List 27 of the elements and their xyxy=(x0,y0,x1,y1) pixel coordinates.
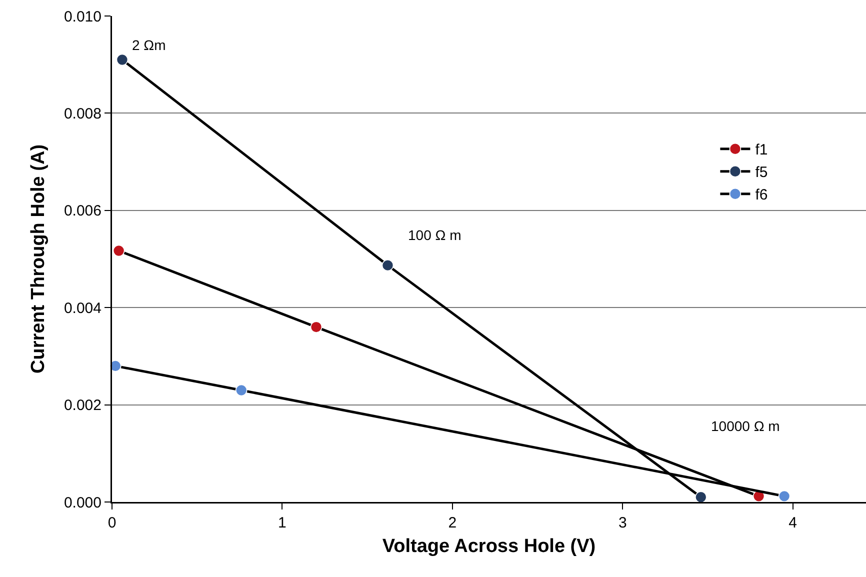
y-tick-label: 0.010 xyxy=(64,8,102,26)
y-tick-label: 0.004 xyxy=(64,300,102,317)
point xyxy=(310,321,322,333)
x-tick-label: 3 xyxy=(618,514,627,532)
x-tick-label: 0 xyxy=(108,514,116,532)
x-tick-label: 1 xyxy=(278,514,286,532)
annotation: 100 Ω m xyxy=(408,227,462,243)
point xyxy=(778,490,790,502)
legend-label: f6 xyxy=(755,186,768,204)
x-axis-title: Voltage Across Hole (V) xyxy=(382,536,596,558)
x-tick-label: 4 xyxy=(788,514,797,532)
point xyxy=(116,54,128,66)
annotation: 2 Ωm xyxy=(132,37,166,53)
legend-label: f1 xyxy=(755,142,768,159)
annotation: 10000 Ω m xyxy=(711,418,780,434)
point xyxy=(695,491,707,504)
point xyxy=(110,360,122,372)
y-tick-label: 0.008 xyxy=(64,105,102,122)
y-tick-label: 0.002 xyxy=(64,397,102,414)
legend-label: f5 xyxy=(755,164,768,182)
y-tick-label: 0.000 xyxy=(64,494,102,512)
point xyxy=(235,384,248,396)
y-axis-title: Current Through Hole (A) xyxy=(28,144,50,374)
point xyxy=(112,244,125,257)
x-tick-label: 2 xyxy=(448,514,457,532)
y-tick-label: 0.006 xyxy=(64,202,102,220)
point xyxy=(382,259,394,272)
